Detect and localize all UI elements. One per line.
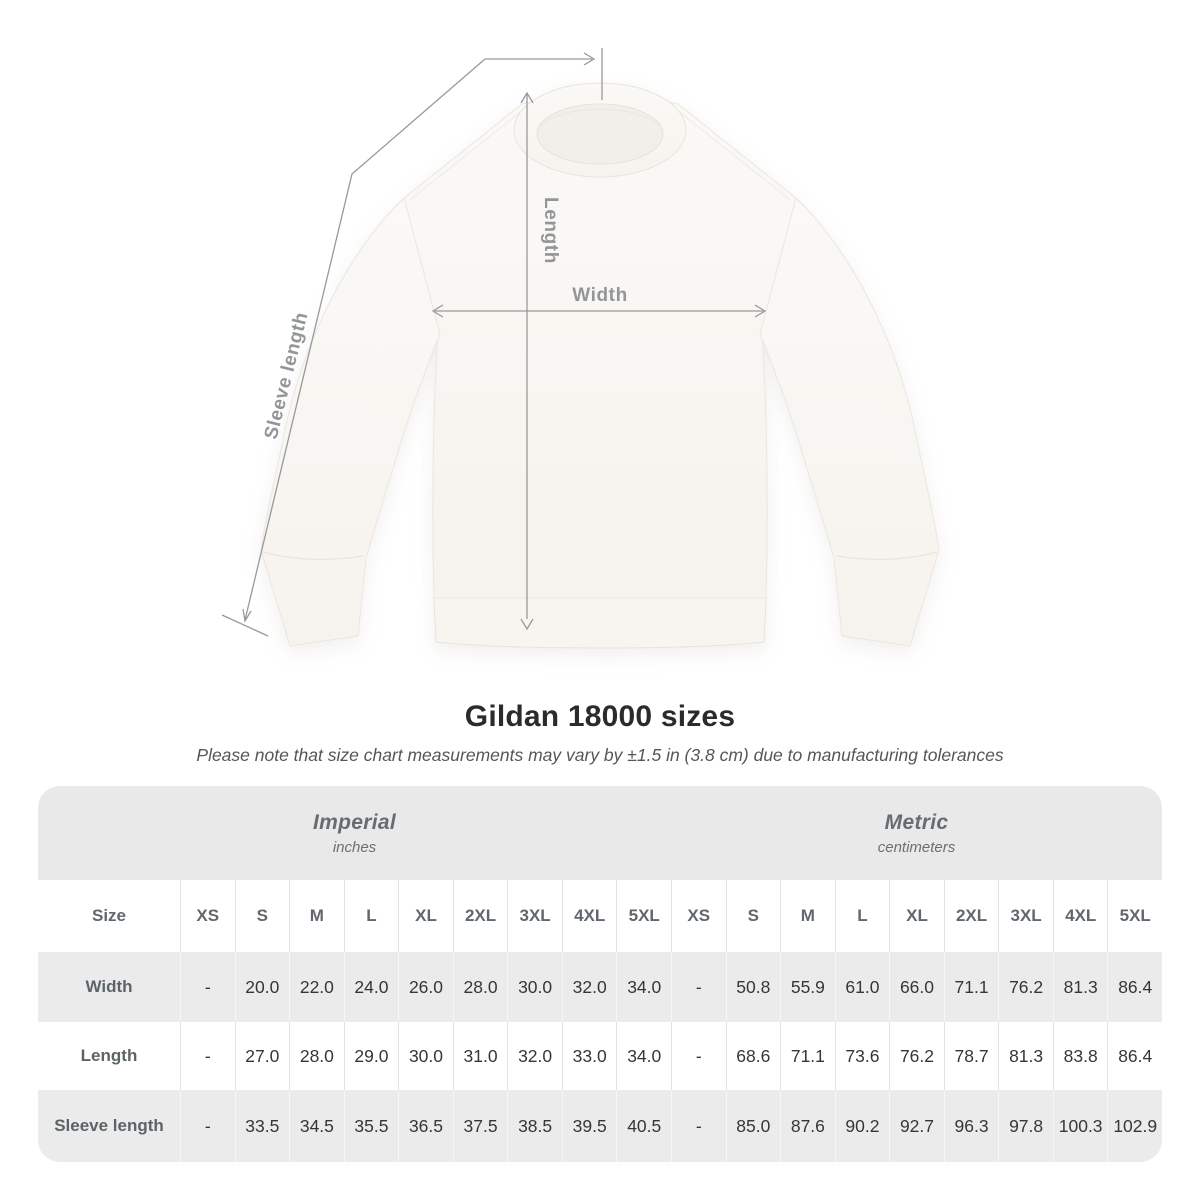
row-label-width: Width xyxy=(38,952,180,1022)
cell-width-imperial-m: 22.0 xyxy=(289,952,344,1022)
cell-width-metric-s: 50.8 xyxy=(725,952,781,1022)
metric-group-unit: centimeters xyxy=(877,838,956,856)
cell-sleeve-length-metric-xl: 92.7 xyxy=(889,1090,944,1162)
cell-sleeve-length-imperial-4xl: 39.5 xyxy=(561,1090,617,1162)
column-header-imperial-s: S xyxy=(234,880,290,952)
cell-sleeve-length-imperial-s: 33.5 xyxy=(234,1090,290,1162)
cell-sleeve-length-imperial-xs: - xyxy=(180,1090,235,1162)
cell-sleeve-length-metric-l: 90.2 xyxy=(834,1090,890,1162)
page-subtitle: Please note that size chart measurements… xyxy=(196,745,1004,765)
cell-width-imperial-2xl: 28.0 xyxy=(452,952,508,1022)
column-header-imperial-3xl: 3XL xyxy=(507,880,562,952)
column-header-imperial-l: L xyxy=(343,880,399,952)
cell-length-metric-xs: - xyxy=(671,1022,726,1090)
metric-group-title: Metric xyxy=(884,810,949,834)
cell-width-metric-m: 55.9 xyxy=(780,952,835,1022)
cell-width-imperial-5xl: 34.0 xyxy=(616,952,671,1022)
cell-width-metric-4xl: 81.3 xyxy=(1052,952,1108,1022)
cell-length-metric-l: 73.6 xyxy=(834,1022,890,1090)
measurement-arrows xyxy=(221,48,767,637)
column-header-imperial-m: M xyxy=(289,880,344,952)
column-header-imperial-4xl: 4XL xyxy=(561,880,617,952)
size-chart-table: Imperial inches Metric centimeters Size X… xyxy=(38,786,1162,1162)
cell-width-metric-xl: 66.0 xyxy=(889,952,944,1022)
cell-sleeve-length-metric-m: 87.6 xyxy=(780,1090,835,1162)
cell-length-imperial-5xl: 34.0 xyxy=(616,1022,671,1090)
cell-sleeve-length-metric-5xl: 102.9 xyxy=(1107,1090,1162,1162)
metric-group-header: Metric centimeters xyxy=(671,786,1162,880)
column-header-metric-4xl: 4XL xyxy=(1052,880,1108,952)
cell-width-imperial-xl: 26.0 xyxy=(398,952,453,1022)
column-header-metric-5xl: 5XL xyxy=(1107,880,1162,952)
sweatshirt-photo xyxy=(260,82,940,649)
cell-length-imperial-4xl: 33.0 xyxy=(561,1022,617,1090)
cell-width-imperial-l: 24.0 xyxy=(343,952,399,1022)
column-header-imperial-xs: XS xyxy=(180,880,235,952)
column-header-metric-2xl: 2XL xyxy=(943,880,999,952)
cell-length-imperial-xs: - xyxy=(180,1022,235,1090)
cell-sleeve-length-imperial-l: 35.5 xyxy=(343,1090,399,1162)
cell-length-imperial-3xl: 32.0 xyxy=(507,1022,562,1090)
length-arrow xyxy=(520,91,534,631)
column-header-metric-xl: XL xyxy=(889,880,944,952)
column-header-metric-s: S xyxy=(725,880,781,952)
cell-sleeve-length-metric-xs: - xyxy=(671,1090,726,1162)
sweatshirt-measurement-diagram: Length Width Sleeve length xyxy=(221,48,940,649)
cell-length-imperial-m: 28.0 xyxy=(289,1022,344,1090)
cell-length-metric-m: 71.1 xyxy=(780,1022,835,1090)
column-header-size: Size xyxy=(38,880,180,952)
imperial-group-unit: inches xyxy=(332,838,377,856)
column-header-metric-xs: XS xyxy=(671,880,726,952)
cell-width-imperial-xs: - xyxy=(180,952,235,1022)
column-header-imperial-5xl: 5XL xyxy=(616,880,671,952)
cell-sleeve-length-imperial-m: 34.5 xyxy=(289,1090,344,1162)
cell-sleeve-length-metric-4xl: 100.3 xyxy=(1052,1090,1108,1162)
row-label-sleeve-length: Sleeve length xyxy=(38,1090,180,1162)
column-header-imperial-2xl: 2XL xyxy=(452,880,508,952)
cell-width-metric-5xl: 86.4 xyxy=(1107,952,1162,1022)
sleeve-length-arrow xyxy=(221,48,603,637)
width-arrow xyxy=(431,304,767,318)
cell-width-imperial-3xl: 30.0 xyxy=(507,952,562,1022)
cell-width-imperial-s: 20.0 xyxy=(234,952,290,1022)
cell-sleeve-length-imperial-3xl: 38.5 xyxy=(507,1090,562,1162)
row-label-length: Length xyxy=(38,1022,180,1090)
cell-length-imperial-xl: 30.0 xyxy=(398,1022,453,1090)
cell-width-metric-xs: - xyxy=(671,952,726,1022)
cell-length-metric-5xl: 86.4 xyxy=(1107,1022,1162,1090)
cell-length-metric-xl: 76.2 xyxy=(889,1022,944,1090)
cell-length-imperial-l: 29.0 xyxy=(343,1022,399,1090)
cell-length-metric-4xl: 83.8 xyxy=(1052,1022,1108,1090)
length-label: Length xyxy=(540,197,561,264)
cell-width-metric-3xl: 76.2 xyxy=(998,952,1053,1022)
column-header-metric-l: L xyxy=(834,880,890,952)
cell-sleeve-length-metric-2xl: 96.3 xyxy=(943,1090,999,1162)
column-header-imperial-xl: XL xyxy=(398,880,453,952)
column-header-metric-m: M xyxy=(780,880,835,952)
size-chart-grid: Imperial inches Metric centimeters Size X… xyxy=(38,786,1162,1162)
cell-length-metric-s: 68.6 xyxy=(725,1022,781,1090)
cell-length-metric-2xl: 78.7 xyxy=(943,1022,999,1090)
cell-length-imperial-2xl: 31.0 xyxy=(452,1022,508,1090)
cell-length-metric-3xl: 81.3 xyxy=(998,1022,1053,1090)
cell-length-imperial-s: 27.0 xyxy=(234,1022,290,1090)
column-header-metric-3xl: 3XL xyxy=(998,880,1053,952)
cell-sleeve-length-imperial-5xl: 40.5 xyxy=(616,1090,671,1162)
imperial-group-header: Imperial inches xyxy=(38,786,671,880)
cell-width-imperial-4xl: 32.0 xyxy=(561,952,617,1022)
cell-sleeve-length-metric-s: 85.0 xyxy=(725,1090,781,1162)
cell-sleeve-length-imperial-xl: 36.5 xyxy=(398,1090,453,1162)
imperial-group-title: Imperial xyxy=(313,810,396,834)
cell-width-metric-2xl: 71.1 xyxy=(943,952,999,1022)
cell-sleeve-length-metric-3xl: 97.8 xyxy=(998,1090,1053,1162)
width-label: Width xyxy=(572,285,628,306)
page-title: Gildan 18000 sizes xyxy=(464,700,736,733)
cell-sleeve-length-imperial-2xl: 37.5 xyxy=(452,1090,508,1162)
cell-width-metric-l: 61.0 xyxy=(834,952,890,1022)
